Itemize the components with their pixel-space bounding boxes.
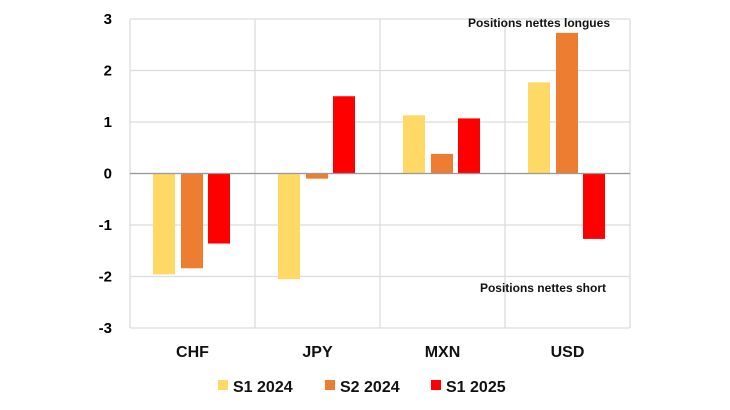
legend-label: S1 2024	[233, 379, 293, 396]
y-tick-label: 0	[104, 166, 112, 183]
bars	[153, 32, 605, 280]
category-label: CHF	[176, 344, 209, 361]
y-axis-ticks: 3 2 1 0 -1 -2 -3	[99, 11, 112, 337]
bar-chf-s1-2025	[208, 173, 230, 244]
bar-usd-s2-2024	[556, 32, 578, 174]
x-axis-categories: CHF JPY MXN USD	[176, 344, 584, 361]
bar-jpy-s1-2024	[278, 173, 300, 280]
legend-label: S2 2024	[340, 379, 400, 396]
y-tick-label: 2	[104, 63, 112, 80]
bar-usd-s1-2024	[528, 82, 550, 174]
y-tick-label: 1	[104, 114, 112, 131]
y-tick-label: -3	[99, 320, 112, 337]
bar-jpy-s1-2025	[333, 96, 355, 174]
bar-mxn-s1-2024	[403, 115, 425, 174]
y-tick-label: 3	[104, 11, 112, 28]
category-label: MXN	[425, 344, 461, 361]
category-label: JPY	[302, 344, 333, 361]
y-tick-label: -2	[99, 269, 112, 286]
bar-chf-s1-2024	[153, 173, 175, 275]
annotation-long: Positions nettes longues	[468, 16, 610, 30]
legend: S1 2024 S2 2024 S1 2025	[218, 379, 506, 396]
legend-label: S1 2025	[446, 379, 506, 396]
y-tick-label: -1	[99, 217, 112, 234]
bar-mxn-s1-2025	[458, 118, 480, 174]
category-label: USD	[551, 344, 585, 361]
legend-swatch	[325, 380, 335, 390]
legend-swatch	[431, 380, 441, 390]
annotation-short: Positions nettes short	[480, 281, 606, 295]
legend-swatch	[218, 380, 228, 390]
bar-mxn-s2-2024	[431, 153, 453, 174]
bar-chf-s2-2024	[181, 173, 203, 269]
bar-jpy-s2-2024	[306, 173, 328, 179]
bar-usd-s1-2025	[583, 173, 605, 239]
